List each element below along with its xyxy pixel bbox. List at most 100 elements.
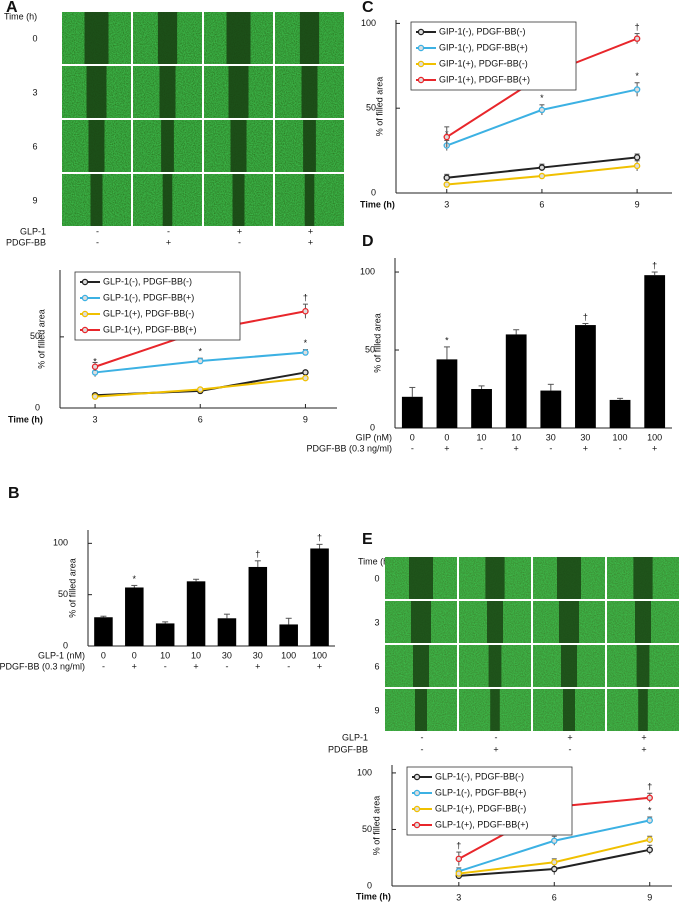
x-tick-label: + — [583, 443, 588, 453]
x-tick-label: 0 — [444, 432, 449, 442]
x-axis-label: Time (h) — [356, 891, 391, 901]
marker — [302, 349, 309, 356]
legend-marker — [413, 821, 421, 829]
x-tick-label: 10 — [191, 650, 201, 660]
x-tick-label: 100 — [647, 432, 662, 442]
significance-mark: † — [652, 260, 657, 270]
panel-letter: C — [362, 0, 374, 16]
marker — [302, 308, 309, 315]
wound-gap — [485, 557, 505, 599]
legend-marker — [413, 789, 421, 797]
bar — [186, 581, 206, 646]
row-label: 9 — [374, 705, 379, 715]
y-tick-label: 100 — [360, 266, 375, 276]
x-tick-label: 9 — [303, 414, 308, 424]
marker — [443, 133, 451, 141]
treatment-value: + — [567, 732, 572, 742]
row-label: 3 — [374, 617, 379, 627]
wound-gap — [157, 12, 178, 64]
y-axis-label: % of filled area — [372, 313, 382, 373]
bar — [471, 389, 492, 428]
treatment-value: - — [238, 237, 241, 247]
treatment-label: PDGF-BB — [328, 744, 368, 754]
y-tick-label: 0 — [35, 402, 40, 412]
panel-letter: B — [8, 485, 20, 502]
y-axis-label: % of filled area — [67, 558, 77, 618]
y-tick-label: 100 — [53, 538, 68, 548]
y-tick-label: 0 — [371, 187, 376, 197]
x-tick-label: - — [549, 443, 552, 453]
marker — [633, 162, 641, 170]
row-label: 9 — [32, 195, 37, 205]
wound-gap — [303, 120, 316, 172]
treatment-label: PDGF-BB — [6, 237, 46, 247]
x-tick-label: 6 — [539, 199, 544, 209]
marker — [551, 837, 558, 845]
significance-mark: * — [635, 71, 639, 81]
bar — [125, 587, 144, 646]
wound-gap — [409, 557, 433, 599]
x-tick-label: 30 — [222, 650, 232, 660]
bar — [401, 396, 423, 428]
x-tick-label: 10 — [511, 432, 521, 442]
x-tick-label: 10 — [477, 432, 487, 442]
marker — [633, 35, 641, 42]
legend-label: GLP-1(-), PDGF-BB(+) — [103, 292, 194, 302]
time-label: Time (h) — [358, 556, 391, 566]
y-tick-label: 50 — [362, 824, 372, 834]
x-axis-label: Time (h) — [360, 199, 395, 209]
marker — [633, 154, 641, 161]
marker — [646, 817, 653, 824]
bar — [279, 624, 298, 646]
wound-gap — [228, 66, 249, 118]
row-label: 0 — [32, 33, 37, 43]
significance-mark: † — [635, 22, 640, 32]
legend-marker — [81, 278, 89, 286]
legend-marker — [413, 805, 421, 813]
y-axis-label: % of filled area — [36, 309, 46, 369]
treatment-value: + — [641, 744, 646, 754]
y-axis-label: % of filled area — [371, 796, 381, 856]
y-axis-label: % of filled area — [374, 77, 384, 137]
x-tick-label: - — [619, 443, 622, 453]
treatment-value: + — [308, 237, 313, 247]
treatment-value: - — [167, 226, 170, 236]
x-tick-label: + — [652, 443, 657, 453]
y-tick-label: 100 — [361, 18, 376, 28]
marker — [538, 172, 546, 180]
time-label: Time (h) — [4, 11, 37, 21]
wound-gap — [636, 645, 650, 687]
legend-label: GLP-1(-), PDGF-BB(-) — [435, 771, 524, 781]
panel-letter: D — [362, 233, 374, 250]
x-tick-label: 9 — [647, 892, 652, 902]
x-tick-label: 0 — [132, 650, 137, 660]
y-tick-label: 0 — [367, 880, 372, 890]
wound-gap — [561, 645, 577, 687]
x-tick-label: - — [287, 661, 290, 671]
wound-gap — [90, 174, 103, 226]
y-tick-label: 50 — [30, 331, 40, 341]
bar — [505, 334, 527, 428]
marker — [646, 836, 653, 843]
marker — [551, 865, 558, 873]
significance-mark: † — [583, 312, 588, 322]
wound-gap — [411, 601, 431, 643]
treatment-value: + — [166, 237, 171, 247]
wound-gap — [159, 66, 176, 118]
x-tick-label: 100 — [613, 432, 628, 442]
x-tick-label: 100 — [312, 650, 327, 660]
x-tick-label: 0 — [410, 432, 415, 442]
x-tick-label: 9 — [635, 199, 640, 209]
bar — [94, 617, 113, 646]
marker — [455, 855, 463, 863]
legend-box — [74, 271, 241, 341]
category-row-label: PDGF-BB (0.3 ng/ml) — [0, 661, 85, 671]
marker — [646, 846, 653, 854]
significance-mark: † — [317, 533, 322, 543]
x-tick-label: 30 — [546, 432, 556, 442]
significance-mark: † — [255, 549, 260, 559]
bar — [248, 566, 268, 646]
y-tick-label: 0 — [63, 640, 68, 650]
wound-gap — [161, 120, 174, 172]
significance-mark: † — [647, 782, 652, 792]
